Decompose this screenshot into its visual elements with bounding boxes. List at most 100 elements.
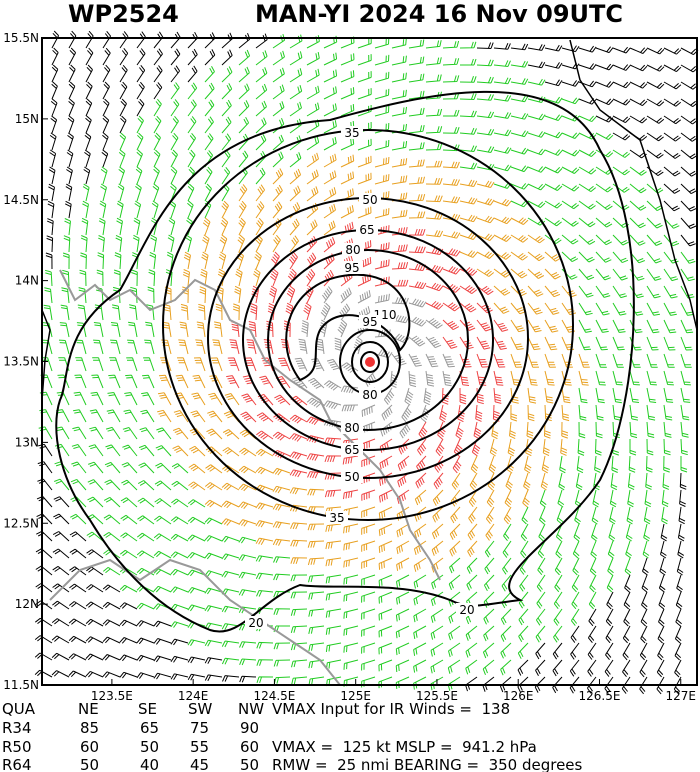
wind-barb xyxy=(324,489,342,498)
wind-barb xyxy=(544,319,559,333)
wind-barb xyxy=(459,387,467,405)
wind-barb xyxy=(255,484,274,493)
wind-barb xyxy=(110,339,121,355)
wind-barb xyxy=(153,568,172,576)
wind-barb xyxy=(154,515,172,525)
wind-barb xyxy=(493,302,510,314)
wind-barb xyxy=(659,557,667,576)
wind-barb xyxy=(395,642,410,656)
wind-barb xyxy=(108,374,121,389)
wind-barb xyxy=(47,200,55,219)
wind-barb xyxy=(629,404,639,421)
wind-barb xyxy=(255,50,268,66)
wind-barb xyxy=(51,30,60,49)
wind-barb xyxy=(271,251,280,270)
wind-barb xyxy=(641,591,648,610)
wind-barb xyxy=(145,321,155,338)
wind-barb xyxy=(54,478,70,491)
wind-barb xyxy=(397,455,410,471)
wind-barb xyxy=(374,276,390,287)
wind-barb xyxy=(459,353,472,368)
wind-barb xyxy=(170,132,179,151)
wind-barb xyxy=(595,319,609,333)
wind-barb xyxy=(525,438,533,457)
wind-barb xyxy=(68,653,87,661)
wind-barb xyxy=(374,293,390,304)
wind-barb xyxy=(256,659,274,666)
wind-barb xyxy=(272,431,291,441)
wind-barb xyxy=(459,319,476,331)
wind-barb xyxy=(442,75,460,83)
wind-barb xyxy=(124,392,138,406)
contour-label: 95 xyxy=(344,261,359,275)
wind-barb xyxy=(127,339,138,355)
wind-barb xyxy=(49,149,57,168)
wind-barb xyxy=(89,426,104,440)
wind-barb xyxy=(493,251,512,260)
wind-barb xyxy=(612,81,631,89)
wind-barb xyxy=(658,574,666,593)
wind-barb xyxy=(255,83,268,100)
wind-barb xyxy=(170,638,189,646)
wind-barb xyxy=(646,115,665,124)
wind-barb xyxy=(136,64,146,83)
wind-barb xyxy=(680,217,697,229)
wind-barb xyxy=(233,303,240,321)
wind-barb xyxy=(680,64,699,73)
storm-center xyxy=(365,357,375,367)
wind-barb xyxy=(34,635,53,644)
wind-barb xyxy=(143,357,155,372)
wind-barb xyxy=(269,285,277,304)
wind-barb xyxy=(425,143,443,151)
wind-barb xyxy=(527,200,546,208)
wind-barb xyxy=(517,659,529,676)
wind-barb xyxy=(483,608,495,625)
wind-barb xyxy=(680,81,699,90)
wind-barb xyxy=(500,659,512,676)
wind-barb xyxy=(611,455,619,473)
wind-barb xyxy=(663,302,677,316)
wind-barb xyxy=(493,234,512,242)
wind-barb xyxy=(117,183,125,202)
wind-barb xyxy=(34,617,53,627)
wind-barb xyxy=(288,251,298,270)
wind-barb xyxy=(272,101,285,117)
wind-barb xyxy=(122,444,138,457)
contour-label-bg xyxy=(341,421,363,434)
wind-barb xyxy=(136,81,145,100)
wind-barb xyxy=(62,252,70,270)
wind-barb xyxy=(102,98,110,117)
wind-barb xyxy=(303,302,312,321)
wind-barb xyxy=(308,574,325,583)
table-cell: 60 xyxy=(80,738,99,756)
wind-barb xyxy=(378,676,393,689)
wind-barb xyxy=(423,387,432,406)
wind-barb xyxy=(170,149,178,168)
wind-barb xyxy=(163,304,172,321)
wind-barb xyxy=(510,112,529,120)
wind-barb xyxy=(68,618,87,627)
wind-barb xyxy=(476,42,494,49)
wind-barb xyxy=(680,98,699,108)
wind-barb xyxy=(182,286,189,304)
wind-barb xyxy=(413,574,427,589)
wind-barb xyxy=(126,357,138,372)
wind-barb xyxy=(595,268,611,281)
wind-barb xyxy=(105,444,121,457)
wind-barb xyxy=(544,96,563,104)
wind-barb xyxy=(571,574,580,593)
wind-barb xyxy=(73,409,87,423)
wind-barb xyxy=(677,540,685,559)
wind-barb xyxy=(43,304,53,321)
wind-barb xyxy=(510,130,529,138)
wind-barb xyxy=(92,357,104,372)
wind-barb xyxy=(510,370,521,386)
wind-barb xyxy=(323,103,337,117)
wind-barb xyxy=(646,404,656,421)
wind-barb xyxy=(561,166,580,174)
wind-barb xyxy=(193,357,206,372)
wind-barb xyxy=(536,574,546,592)
wind-barb xyxy=(459,41,477,49)
wind-barb xyxy=(680,421,689,438)
wind-barb xyxy=(476,268,495,277)
